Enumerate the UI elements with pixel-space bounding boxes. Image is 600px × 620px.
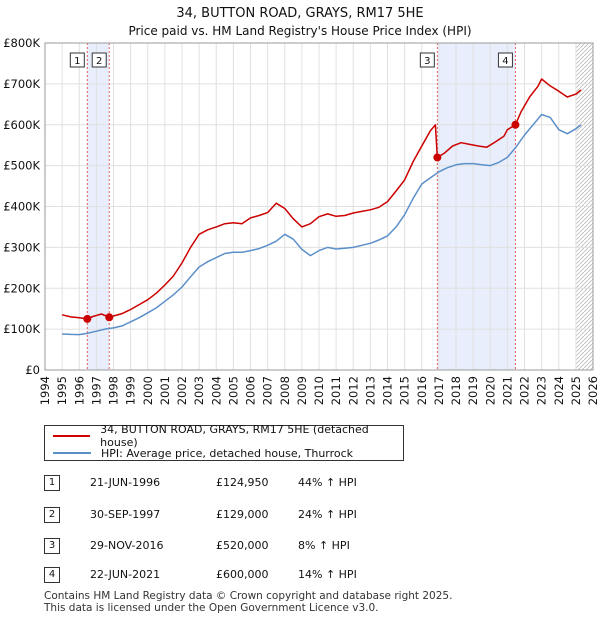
- transaction-price: £124,950: [216, 476, 269, 489]
- x-tick-label: 2001: [158, 376, 172, 405]
- transaction-date: 21-JUN-1996: [90, 476, 161, 489]
- legend-item-property: 34, BUTTON ROAD, GRAYS, RM17 5HE (detach…: [53, 423, 403, 449]
- x-tick-label: 2026: [586, 376, 600, 405]
- x-tick-label: 2013: [363, 376, 377, 405]
- x-tick-label: 2017: [432, 376, 446, 405]
- transaction-label-box: [497, 52, 513, 68]
- transaction-marker: [433, 153, 442, 162]
- transaction-price: £600,000: [216, 568, 269, 581]
- transaction-hpi: 14% ↑ HPI: [298, 568, 357, 581]
- x-tick-label: 2015: [398, 376, 412, 405]
- y-tick-label: £300K: [3, 240, 40, 254]
- transaction-date: 29-NOV-2016: [90, 539, 164, 552]
- y-tick-label: £200K: [3, 281, 40, 295]
- transaction-label: 4: [502, 56, 508, 67]
- table-row: 3 29-NOV-2016 £520,000 8% ↑ HPI: [44, 538, 444, 556]
- transaction-marker: [511, 120, 520, 129]
- transaction-hpi: 8% ↑ HPI: [298, 539, 350, 552]
- y-tick-label: £0: [25, 363, 40, 377]
- x-tick-label: 2023: [535, 376, 549, 405]
- legend-swatch-red: [53, 435, 91, 437]
- x-tick-label: 2004: [209, 376, 223, 405]
- transaction-label-box: [91, 52, 107, 68]
- x-tick-label: 2020: [483, 376, 497, 405]
- x-tick-label: 1994: [38, 376, 52, 405]
- y-tick-label: £600K: [3, 118, 40, 132]
- transaction-price: £129,000: [216, 508, 269, 521]
- transaction-label: 2: [96, 56, 102, 67]
- transaction-badge: 1: [44, 475, 60, 491]
- x-tick-label: 1998: [107, 376, 121, 405]
- transaction-label: 1: [74, 56, 80, 67]
- plot-frame: [44, 42, 594, 371]
- transaction-price: £520,000: [216, 539, 269, 552]
- transaction-marker: [83, 314, 92, 323]
- x-tick-label: 2003: [192, 376, 206, 405]
- x-tick-label: 2002: [175, 376, 189, 405]
- property-price-line: [61, 78, 582, 320]
- x-tick-label: 2007: [261, 376, 275, 405]
- y-tick-label: £100K: [3, 322, 40, 336]
- y-tick-label: £800K: [3, 36, 40, 50]
- legend-swatch-blue: [53, 452, 91, 454]
- legend-item-hpi: HPI: Average price, detached house, Thur…: [53, 445, 353, 461]
- x-tick-label: 2009: [295, 376, 309, 405]
- transaction-hpi: 44% ↑ HPI: [298, 476, 357, 489]
- x-tick-label: 1999: [124, 376, 138, 405]
- transaction-hpi: 24% ↑ HPI: [298, 508, 357, 521]
- x-tick-label: 2014: [381, 376, 395, 405]
- chart-title: 34, BUTTON ROAD, GRAYS, RM17 5HE: [176, 6, 423, 21]
- transaction-label: 3: [424, 56, 430, 67]
- x-tick-label: 2008: [278, 376, 292, 405]
- x-tick-label: 1996: [72, 376, 86, 405]
- legend-label-hpi: HPI: Average price, detached house, Thur…: [101, 446, 354, 460]
- x-tick-label: 2006: [244, 376, 258, 405]
- x-tick-label: 2012: [346, 376, 360, 405]
- transaction-label-box: [69, 52, 85, 68]
- y-tick-label: £700K: [3, 77, 40, 91]
- y-tick-label: £500K: [3, 159, 40, 173]
- transaction-label-box: [419, 52, 435, 68]
- table-row: 2 30-SEP-1997 £129,000 24% ↑ HPI: [44, 507, 444, 525]
- y-tick-label: £400K: [3, 200, 40, 214]
- legend: 34, BUTTON ROAD, GRAYS, RM17 5HE (detach…: [44, 423, 404, 461]
- hpi-line: [62, 113, 582, 336]
- transaction-badge: 3: [44, 538, 60, 554]
- table-row: 1 21-JUN-1996 £124,950 44% ↑ HPI: [44, 475, 444, 493]
- transaction-date: 30-SEP-1997: [90, 508, 161, 521]
- x-tick-label: 2025: [569, 376, 583, 405]
- footer-copyright: Contains HM Land Registry data © Crown c…: [44, 590, 453, 602]
- x-tick-label: 2018: [449, 376, 463, 405]
- x-tick-label: 2005: [226, 376, 240, 405]
- x-tick-label: 2019: [466, 376, 480, 405]
- x-tick-label: 2011: [329, 376, 343, 405]
- price-chart: 34, BUTTON ROAD, GRAYS, RM17 5HE Price p…: [3, 6, 600, 405]
- footer: Contains HM Land Registry data © Crown c…: [44, 590, 452, 614]
- x-tick-label: 2000: [141, 376, 155, 405]
- transaction-date: 22-JUN-2021: [90, 568, 161, 581]
- x-tick-label: 2022: [518, 376, 532, 405]
- x-tick-label: 2016: [415, 376, 429, 405]
- chart-subtitle: Price paid vs. HM Land Registry's House …: [128, 24, 471, 38]
- x-tick-label: 2010: [312, 376, 326, 405]
- transaction-badge: 2: [44, 507, 60, 523]
- transaction-badge: 4: [44, 567, 60, 583]
- table-row: 4 22-JUN-2021 £600,000 14% ↑ HPI: [44, 567, 444, 585]
- legend-label-property: 34, BUTTON ROAD, GRAYS, RM17 5HE (detach…: [100, 423, 369, 449]
- footer-license: This data is licensed under the Open Gov…: [44, 602, 379, 614]
- transaction-marker: [105, 313, 114, 322]
- x-tick-label: 2024: [552, 376, 566, 405]
- x-tick-label: 2021: [500, 376, 514, 405]
- x-tick-label: 1995: [55, 376, 69, 405]
- x-tick-label: 1997: [89, 376, 103, 405]
